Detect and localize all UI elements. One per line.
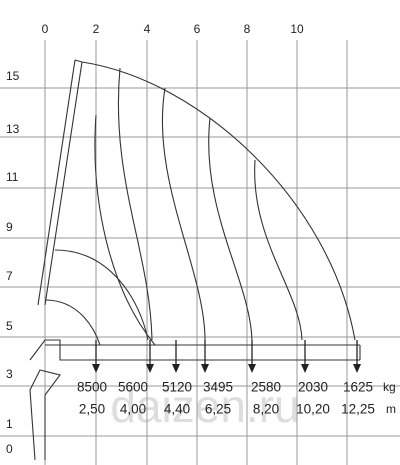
reach: 4,00	[120, 402, 146, 417]
reach-unit: m	[386, 402, 396, 416]
load: 8500	[77, 380, 107, 395]
crane-drawing	[29, 59, 361, 461]
y-label: 15	[6, 69, 20, 83]
arrow-head	[353, 364, 361, 373]
x-label: 10	[290, 22, 304, 36]
y-label: 9	[6, 220, 13, 234]
arrow-head	[248, 364, 256, 373]
reach: 12,25	[341, 402, 375, 417]
arrow-head	[92, 364, 100, 373]
x-label: 6	[194, 22, 201, 36]
load: 1625	[343, 380, 373, 395]
x-label: 0	[42, 22, 49, 36]
y-label: 1	[6, 417, 13, 431]
load-unit: kg	[383, 380, 396, 394]
load: 3495	[203, 380, 233, 395]
grid	[0, 40, 400, 465]
load: 2580	[251, 380, 281, 395]
watermark: daizen.ru	[110, 380, 299, 432]
y-label: 0	[6, 442, 13, 456]
arrow-head	[301, 364, 309, 373]
reach: 10,20	[296, 402, 330, 417]
y-label: 3	[6, 367, 13, 381]
arrow-head	[172, 364, 180, 373]
y-label: 13	[6, 122, 20, 136]
reach: 4,40	[164, 402, 190, 417]
x-label: 2	[93, 22, 100, 36]
y-label: 7	[6, 269, 13, 283]
reach: 8,20	[253, 402, 279, 417]
reach: 6,25	[205, 402, 231, 417]
x-label: 8	[244, 22, 251, 36]
arrows	[92, 340, 361, 373]
y-label: 5	[6, 319, 13, 333]
arrow-head	[146, 364, 154, 373]
load: 2030	[298, 380, 328, 395]
reach: 2,50	[79, 402, 105, 417]
x-label: 4	[144, 22, 151, 36]
arrow-head	[201, 364, 209, 373]
load: 5120	[162, 380, 192, 395]
load: 5600	[118, 380, 148, 395]
y-label: 11	[6, 170, 19, 184]
